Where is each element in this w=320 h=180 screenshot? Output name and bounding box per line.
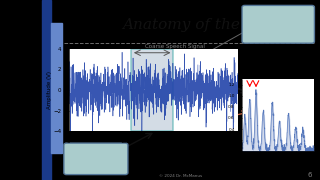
FancyBboxPatch shape <box>242 5 315 43</box>
Text: $N_p$: $N_p$ <box>291 17 304 31</box>
Y-axis label: Amplitude (V): Amplitude (V) <box>47 71 52 109</box>
X-axis label: Time (ms): Time (ms) <box>140 145 168 150</box>
FancyBboxPatch shape <box>64 143 128 175</box>
Bar <box>42 0 51 180</box>
Bar <box>131 49 173 131</box>
Text: Window
Size,: Window Size, <box>257 12 297 31</box>
Text: Coarse Speech Signal: Coarse Speech Signal <box>145 44 205 49</box>
Text: © 2024 Dr. McManus: © 2024 Dr. McManus <box>159 174 202 178</box>
Text: Sliding
Window: Sliding Window <box>76 149 116 168</box>
Bar <box>51 23 62 153</box>
Text: Spectrum: Spectrum <box>263 156 304 165</box>
Text: Anatomy of the STFT: Anatomy of the STFT <box>122 18 286 32</box>
Text: 6: 6 <box>307 172 312 178</box>
X-axis label: Frequency (Hz): Frequency (Hz) <box>262 164 293 168</box>
